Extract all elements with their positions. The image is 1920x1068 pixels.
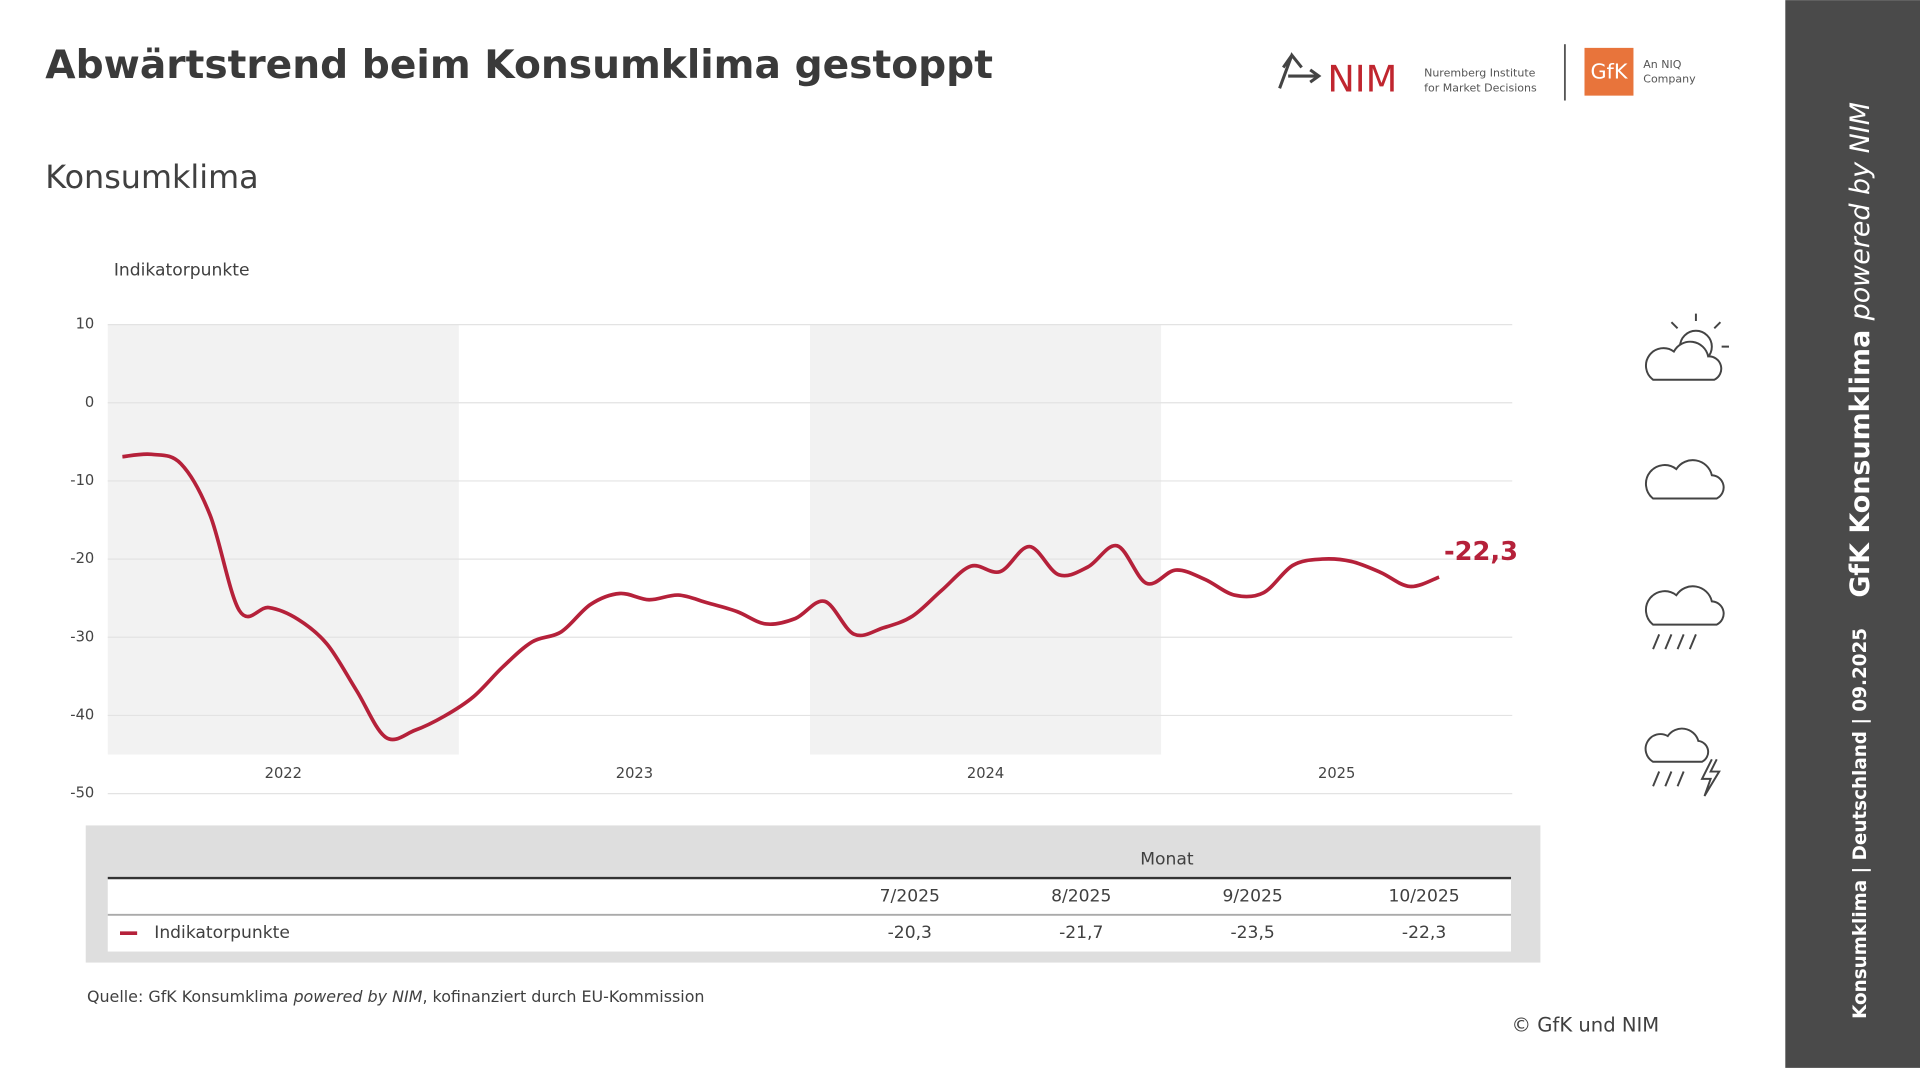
sun-rays (1670, 313, 1729, 372)
year-band (107, 324, 459, 755)
chart-title: Konsumklima (45, 158, 258, 196)
line-series (122, 452, 1440, 742)
source-text: Quelle: GfK Konsumklima (87, 986, 294, 1005)
year-band (810, 324, 1162, 755)
sidebar-title-italic: powered by NIM (1845, 102, 1876, 321)
source-text: powered by NIM (292, 986, 422, 1005)
x-tick-label: 2023 (616, 765, 653, 782)
table-cell: -21,7 (1059, 923, 1103, 943)
cloud-icon (1645, 340, 1723, 381)
table-column-header: 9/2025 (1223, 886, 1283, 906)
table-column-header: 10/2025 (1389, 886, 1460, 906)
table-group-header: Monat (1140, 850, 1194, 870)
end-value-label: -22,3 (1444, 537, 1518, 567)
chart: 2022 2023 2024 2025 10 0 -10 -20 -30 -40 -50 -22,3 (70, 316, 1518, 802)
table: 7/2025 -20,3 8/2025 -21,7 9/2025 -23,5 10/2025… (120, 886, 1460, 943)
y-tick-label: 10 (76, 316, 95, 333)
cloud-icon (1644, 459, 1725, 500)
table-column-header: 8/2025 (1051, 886, 1111, 906)
source-note: Quelle: GfK Konsumklima powered by NIM, … (87, 986, 705, 1005)
y-tick-label: -30 (70, 628, 94, 645)
slide-title: Abwärtstrend beim Konsumklima gestoppt (45, 43, 993, 88)
x-tick-label: 2025 (1318, 765, 1355, 782)
sidebar-title: GfK Konsumklima powered by NIM (1845, 102, 1876, 598)
weather-icons (1644, 313, 1729, 797)
nim-name: Nuremberg Institute (1424, 67, 1536, 80)
y-tick-label: -10 (70, 472, 94, 489)
table-cell: -23,5 (1230, 923, 1274, 943)
y-axis-label: Indikatorpunkte (114, 261, 250, 281)
rain-cloud-icon (1644, 585, 1725, 626)
source-text: , kofinanziert durch EU-Kommission (422, 986, 704, 1005)
gfk-logo: GfK (1590, 59, 1628, 83)
sidebar-title-bold: GfK Konsumklima (1845, 320, 1876, 597)
y-tick-label: -50 (70, 785, 94, 802)
table-row-label: Indikatorpunkte (154, 923, 290, 943)
sidebar (1785, 0, 1920, 1068)
nim-name: for Market Decisions (1424, 81, 1537, 94)
x-tick-label: 2024 (967, 765, 1004, 782)
gfk-logo-box (1584, 47, 1634, 96)
rain-icon (1652, 634, 1697, 650)
y-tick-label: -40 (70, 706, 94, 723)
niq-text: An NIQ (1643, 58, 1682, 71)
niq-text: Company (1643, 73, 1696, 86)
copyright: © GfK und NIM (1511, 1014, 1659, 1037)
nim-logo-arrow (1278, 52, 1322, 89)
table-cell: -22,3 (1402, 923, 1446, 943)
y-tick-label: -20 (70, 550, 94, 567)
y-tick-label: 0 (85, 394, 94, 411)
table-column-header: 7/2025 (880, 886, 940, 906)
storm-icon (1652, 758, 1721, 797)
x-tick-label: 2022 (265, 765, 302, 782)
storm-cloud-icon (1644, 727, 1710, 763)
sidebar-subtitle: Konsumklima | Deutschland | 09.2025 (1850, 628, 1871, 1019)
table-cell: -20,3 (888, 923, 932, 943)
nim-logo: NIM (1327, 57, 1397, 100)
